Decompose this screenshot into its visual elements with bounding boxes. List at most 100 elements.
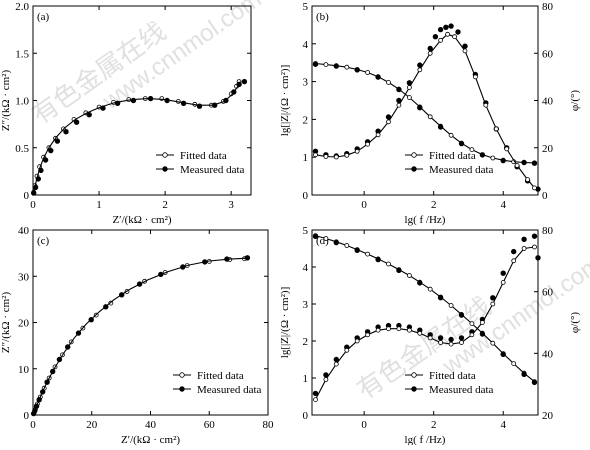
fitted-point-b [365, 70, 371, 75]
y2-tick-label-b: 40 [542, 96, 554, 108]
measured-point-d [500, 270, 506, 276]
measured-point-d [521, 236, 527, 242]
fitted-point-b [323, 62, 329, 67]
fitted-point-b [525, 177, 530, 183]
fit-line-d-2 [315, 246, 535, 400]
measured-point-a [73, 119, 80, 125]
fitted-point-d [427, 335, 433, 341]
legend-marker-a [162, 166, 168, 172]
measured-point-d [354, 247, 360, 253]
fitted-point-b [386, 80, 391, 85]
fitted-point-d [469, 332, 475, 338]
y-tick-label-b: 5 [303, 1, 309, 13]
y-axis-label-a: Z″/(kΩ · cm²) [0, 70, 12, 132]
x-tick-label-d: 2 [431, 419, 437, 431]
x-tick-label-d: 4 [500, 419, 506, 431]
y-tick-label-c: 30 [18, 271, 30, 283]
measured-point-d [535, 255, 541, 261]
fitted-point-d [417, 330, 423, 336]
x-axis-label-b: lg( f /Hz) [405, 214, 446, 226]
y-axis-label-d: lg[|Z|/(Ω · cm²)] [279, 287, 291, 358]
measured-point-b [396, 86, 402, 93]
measured-point-d [437, 295, 444, 301]
fitted-point-b [448, 132, 454, 138]
fitted-point-d [479, 320, 485, 325]
measured-point-b [385, 114, 392, 120]
fitted-point-b [514, 163, 520, 168]
x-axis-label-d: lg( f /Hz) [405, 434, 446, 445]
y-tick-label-a: 2.0 [15, 1, 29, 13]
y-tick-label-d: 3 [303, 299, 309, 311]
legend-label-d: Measured data [429, 384, 494, 396]
y-tick-label-a: 1.0 [15, 96, 29, 108]
y-axis-label-b: lg[|Z|/(Ω · cm²)] [279, 65, 291, 136]
measured-point-d [312, 390, 319, 397]
measured-point-b [531, 160, 538, 166]
y-tick-label-c: 20 [18, 318, 30, 330]
y2-axis-label-b: φ/(°) [569, 90, 581, 111]
fit-line-c-2 [32, 257, 248, 416]
fitted-point-d [427, 286, 433, 292]
measured-point-a [54, 138, 61, 144]
fitted-point-d [365, 332, 371, 338]
legend-marker-c [179, 372, 185, 378]
fitted-point-d [500, 279, 506, 285]
measured-point-d [375, 256, 381, 263]
fitted-point-b [386, 119, 391, 125]
y-tick-label-d: 5 [303, 225, 309, 237]
measured-point-b [462, 43, 468, 49]
y2-axis-label-d: φ/(°) [569, 312, 581, 333]
y-tick-label-d: 4 [303, 262, 309, 274]
y-tick-label-c: 10 [18, 364, 30, 376]
measured-point-d [531, 233, 538, 239]
x-axis-label-a: Z′/(kΩ · cm²) [112, 214, 171, 226]
y-axis-label-c: Z″/(kΩ · cm²) [0, 292, 12, 354]
fitted-point-d [365, 251, 371, 257]
fitted-point-b [333, 154, 339, 160]
y2-tick-label-b: 80 [542, 1, 554, 13]
fitted-point-d [511, 361, 517, 367]
x-tick-label-a: 1 [96, 199, 102, 211]
fitted-point-d [323, 236, 329, 241]
y-tick-label-d: 0 [303, 410, 309, 422]
x-tick-label-c: 40 [145, 419, 157, 431]
x-tick-label-b: 4 [500, 199, 506, 211]
legend-marker-d [411, 386, 417, 392]
y-tick-label-a: 1.5 [15, 48, 29, 60]
fitted-point-d [406, 327, 412, 333]
y-tick-label-b: 1 [303, 152, 309, 164]
x-tick-label-c: 60 [204, 419, 216, 431]
measured-point-d [531, 379, 538, 386]
legend-b: Fitted data Measured data [405, 150, 494, 176]
legend-label-a: Fitted data [180, 150, 227, 162]
x-tick-label-b: 0 [361, 199, 367, 211]
legend-a: Fitted data Measured data [156, 150, 245, 176]
x-tick-label-a: 2 [162, 199, 168, 211]
fitted-point-d [396, 326, 402, 332]
fitted-point-b [532, 185, 537, 191]
measured-point-b [521, 159, 527, 166]
fitted-point-b [344, 64, 350, 70]
legend-label-a: Measured data [180, 164, 245, 176]
fitted-point-b [344, 152, 350, 158]
measured-point-d [490, 295, 496, 301]
y-tick-label-d: 1 [303, 373, 309, 385]
plot-frame-d [311, 229, 539, 416]
legend-label-b: Measured data [429, 164, 494, 176]
fitted-point-d [448, 303, 454, 308]
measured-point-b [375, 74, 381, 80]
fitted-point-d [344, 243, 350, 248]
fitted-point-b [462, 48, 468, 54]
legend-label-b: Fitted data [429, 150, 476, 162]
y-tick-label-b: 0 [303, 190, 309, 202]
panel-a: 0 1 2 3 0 0.5 1.0 1.5 2.0 Z′/(kΩ · cm²) Z″/(kΩ · c… [0, 1, 252, 226]
measured-point-b [458, 140, 465, 147]
measured-point-b [427, 45, 433, 52]
measured-point-d [396, 267, 402, 273]
measured-point-b [354, 67, 360, 73]
measured-point-b [417, 62, 423, 68]
measured-point-b [432, 34, 439, 40]
panel-c: 0 20 40 60 80 0 10 20 30 40 Z′/(kΩ · cm²) Z″/(kΩ · … [0, 225, 274, 446]
